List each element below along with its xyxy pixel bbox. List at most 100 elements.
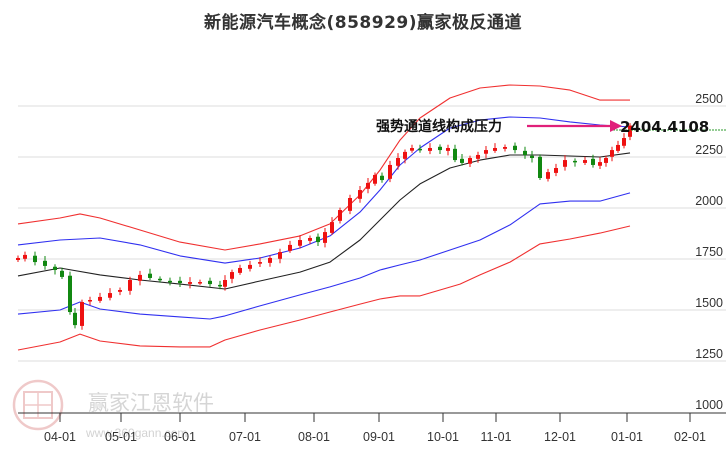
candle-body — [554, 168, 558, 173]
candle-body — [80, 302, 84, 326]
watermark: 赢家江恩软件 www.360gann.com — [12, 379, 214, 440]
candle-body — [573, 160, 577, 163]
y-tick-label: 1750 — [695, 245, 723, 259]
candle-body — [323, 232, 327, 243]
candle-body — [68, 275, 72, 313]
x-tick-label: 06-01 — [164, 430, 196, 444]
x-tick-label: 07-01 — [229, 430, 261, 444]
candle-body — [453, 148, 457, 161]
x-tick-label: 02-01 — [674, 430, 706, 444]
candle-body — [238, 267, 242, 273]
candle-body — [538, 156, 542, 179]
candle-body — [380, 175, 384, 181]
candle-body — [16, 257, 20, 261]
candle-body — [258, 262, 262, 264]
y-tick-label: 2250 — [695, 143, 723, 157]
candle-body — [523, 150, 527, 155]
candle-body — [503, 147, 507, 149]
x-tick-label: 05-01 — [105, 430, 137, 444]
x-tick-label: 12-01 — [544, 430, 576, 444]
candles — [16, 123, 632, 330]
watermark-brand: 赢家江恩软件 — [88, 391, 214, 415]
chart-title: 新能源汽车概念(858929)赢家极反通道 — [203, 13, 522, 33]
candle-body — [98, 296, 102, 301]
candle-body — [484, 150, 488, 154]
candle-body — [628, 125, 632, 137]
candle-body — [108, 293, 112, 298]
candle-body — [563, 160, 567, 167]
x-tick-label: 11-01 — [480, 430, 511, 444]
middle-band-line — [17, 152, 631, 290]
candle-body — [248, 264, 252, 269]
candle-body — [316, 236, 320, 243]
candle-body — [493, 148, 497, 151]
candle-body — [622, 138, 626, 146]
y-tick-label: 2000 — [695, 194, 723, 208]
candle-body — [118, 290, 122, 292]
candle-body — [388, 164, 392, 179]
candle-body — [168, 280, 172, 283]
candle-body — [428, 148, 432, 151]
candle-body — [460, 158, 464, 163]
candle-body — [208, 280, 212, 285]
candle-body — [88, 300, 92, 302]
last-value-label: 2404.4108 — [620, 118, 709, 136]
candle-body — [348, 198, 352, 211]
candle-body — [610, 150, 614, 157]
candle-body — [53, 266, 57, 271]
y-tick-label: 1250 — [695, 347, 723, 361]
candle-body — [373, 174, 377, 184]
upper_inner-band-line — [17, 116, 631, 264]
x-tick-label: 09-01 — [363, 430, 395, 444]
candle-body — [513, 145, 517, 151]
x-tick-label: 10-01 — [427, 430, 459, 444]
candle-body — [438, 146, 442, 151]
candle-body — [616, 144, 620, 151]
candle-body — [308, 237, 312, 241]
candle-body — [268, 257, 272, 263]
pressure-annotation: 强势通道线构成压力 2404.4108 — [376, 118, 709, 136]
y-tick-label: 2500 — [695, 92, 723, 106]
candle-body — [33, 255, 37, 263]
candle-body — [188, 282, 192, 284]
x-tick-label: 08-01 — [298, 430, 330, 444]
candle-body — [138, 274, 142, 281]
candle-body — [330, 222, 334, 233]
lower_inner-band-line — [17, 192, 631, 320]
candle-body — [338, 210, 342, 221]
candle-body — [178, 280, 182, 284]
watermark-url: www.360gann.com — [85, 426, 187, 440]
arrow-head-icon — [610, 120, 622, 132]
candle-body — [396, 158, 400, 166]
candle-body — [468, 158, 472, 164]
candle-body — [128, 280, 132, 291]
annotation-text: 强势通道线构成压力 — [376, 118, 502, 135]
candle-body — [598, 162, 602, 166]
grid-lines — [18, 105, 726, 362]
candle-body — [410, 148, 414, 151]
candle-body — [604, 158, 608, 163]
y-tick-label: 1000 — [695, 398, 723, 412]
candle-body — [591, 158, 595, 165]
x-tick-label: 01-01 — [611, 430, 643, 444]
candle-body — [583, 160, 587, 163]
candle-body — [23, 254, 27, 259]
candle-body — [278, 252, 282, 259]
candle-body — [60, 270, 64, 277]
candle-body — [223, 280, 227, 287]
lower_outer-band-line — [17, 225, 631, 351]
candle-body — [158, 278, 162, 281]
y-axis-labels: 1000 1250 1500 1750 2000 2250 2500 — [695, 92, 723, 412]
candle-body — [366, 182, 370, 189]
candle-body — [418, 148, 422, 151]
candle-body — [73, 312, 77, 326]
candle-body — [288, 244, 292, 251]
candle-body — [403, 151, 407, 159]
candle-body — [546, 172, 550, 179]
candle-body — [218, 284, 222, 287]
y-tick-label: 1500 — [695, 296, 723, 310]
x-tick-label: 04-01 — [44, 430, 76, 444]
candle-body — [298, 240, 302, 246]
seal-logo-icon — [12, 379, 64, 431]
